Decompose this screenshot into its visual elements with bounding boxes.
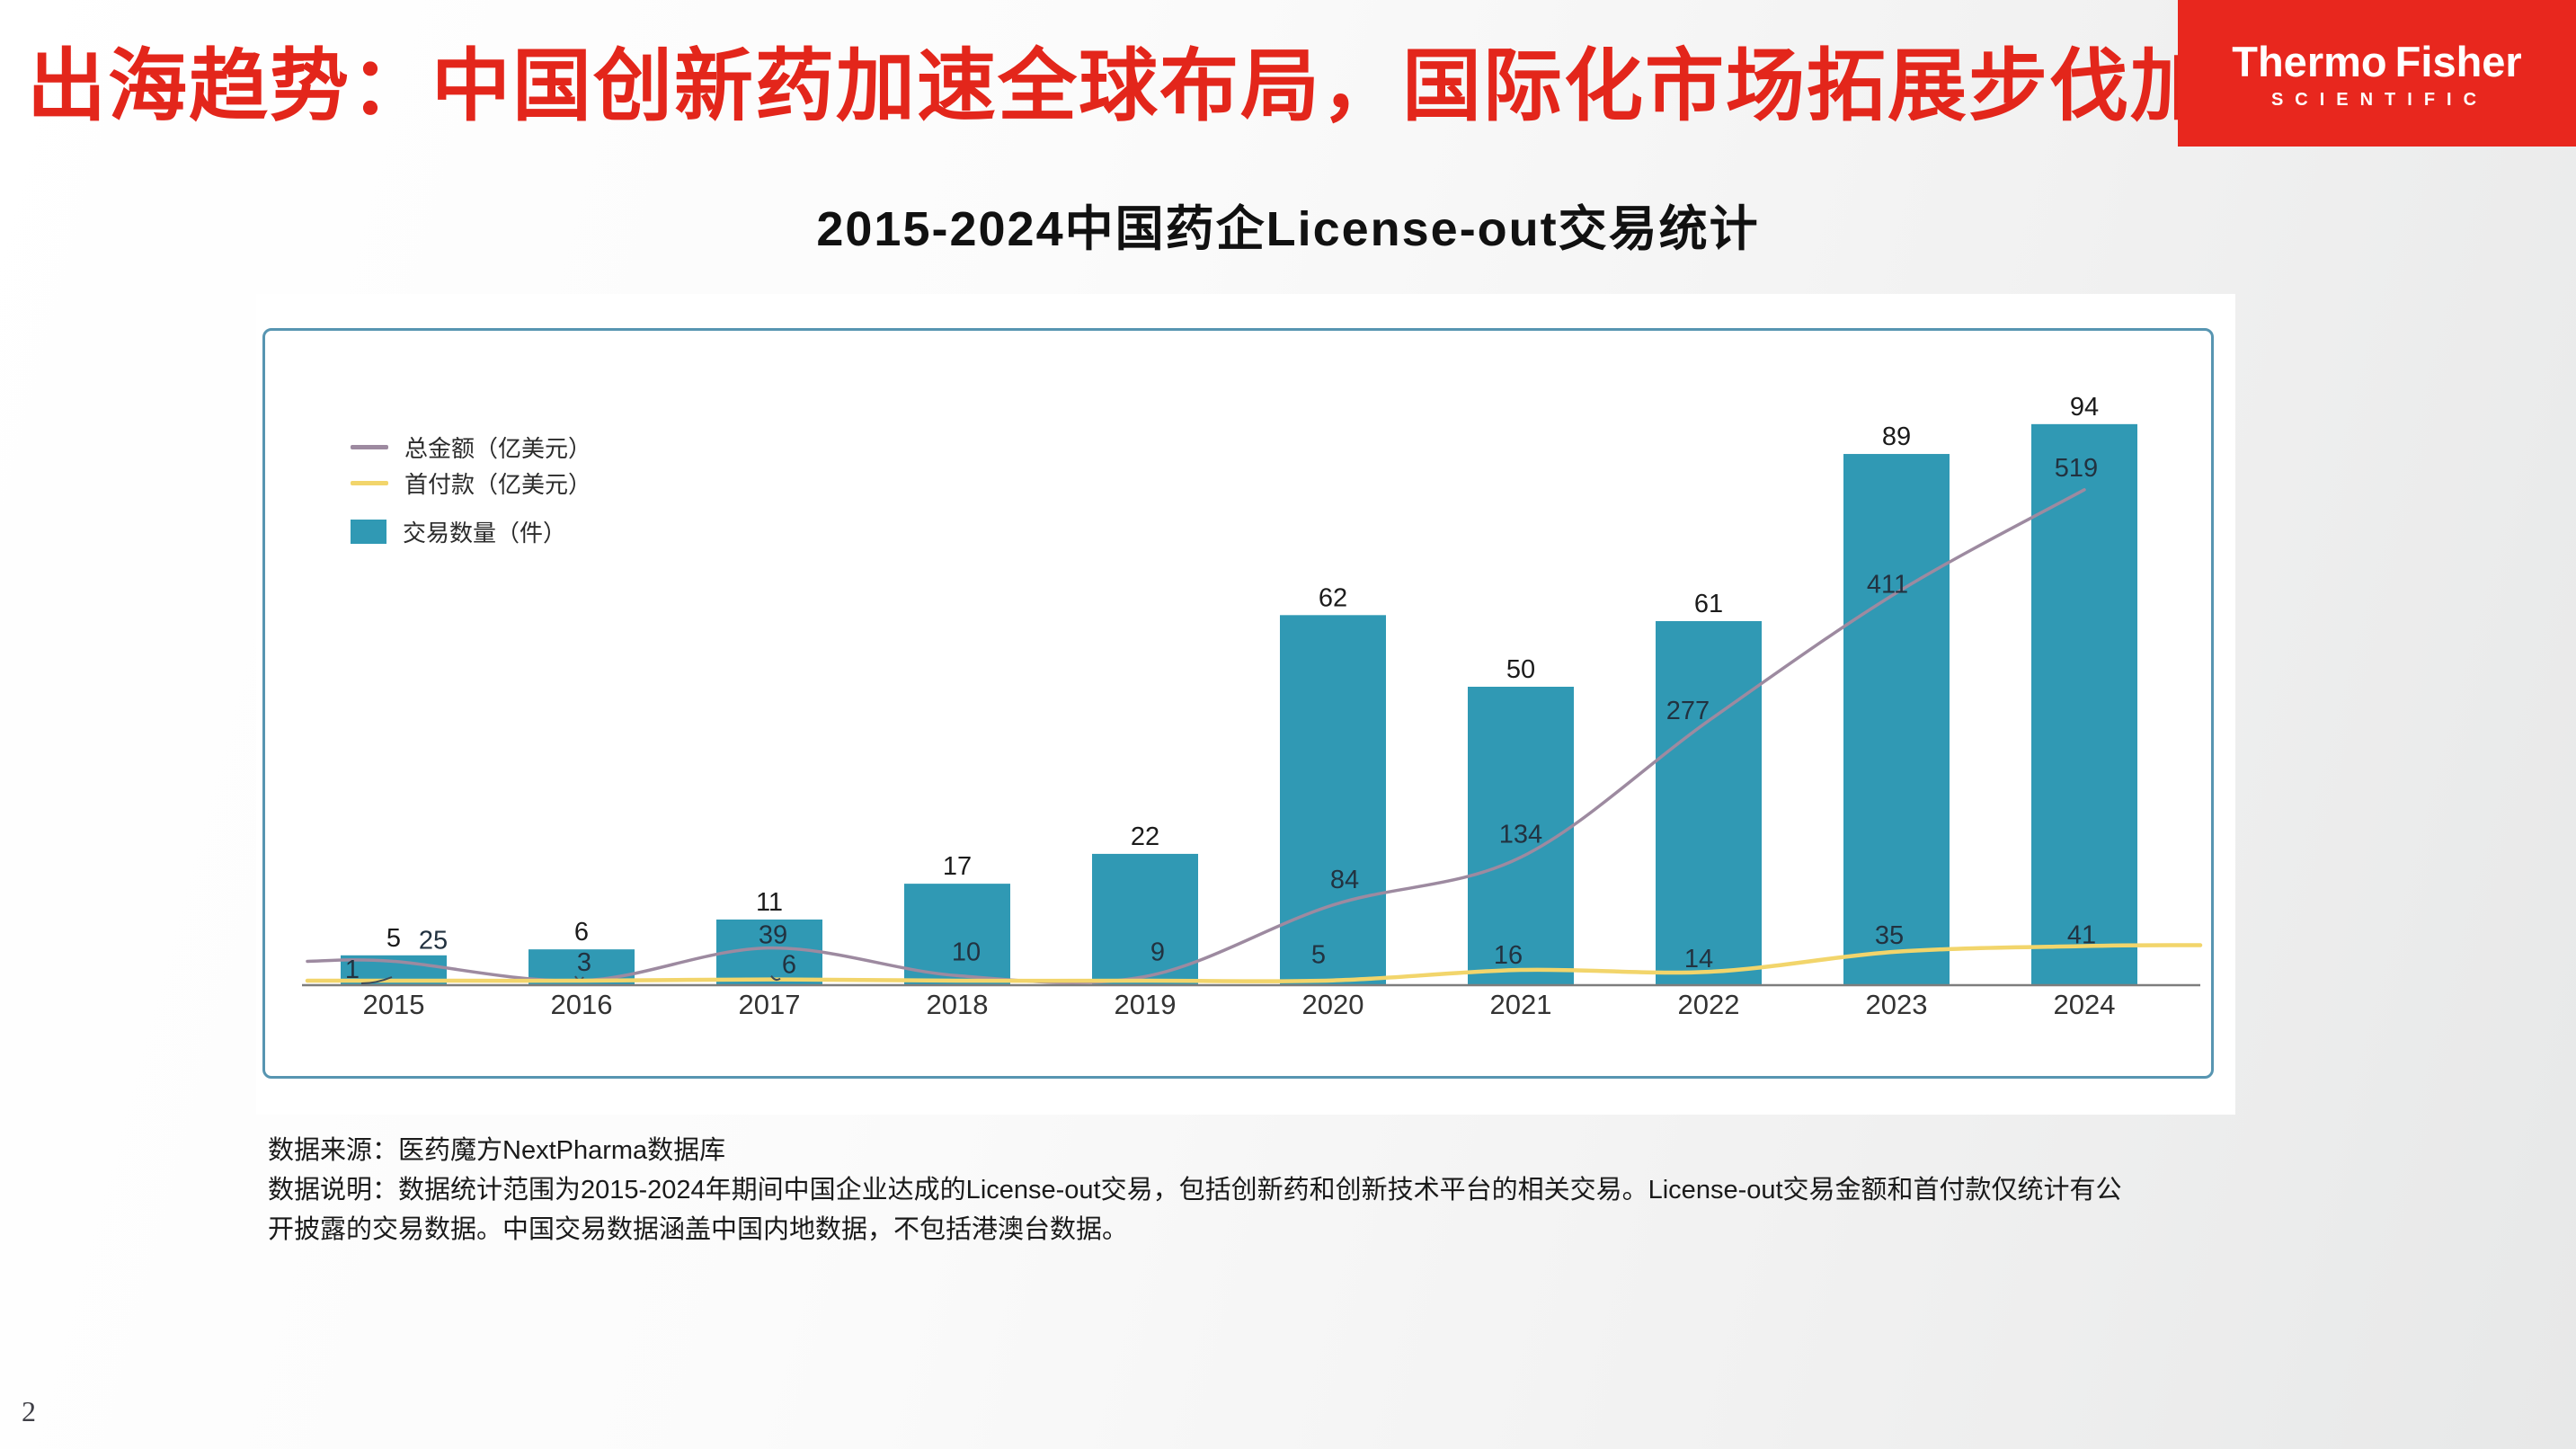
- chart-legend: 总金额（亿美元） 首付款（亿美元） 交易数量（件）: [351, 429, 591, 549]
- year-label: 2019: [1115, 989, 1177, 1020]
- value-label: 35: [1875, 921, 1904, 950]
- footer-text-block: 数据来源：医药魔方NextPharma数据库 数据说明：数据统计范围为2015-…: [268, 1131, 2335, 1249]
- bar-value-label: 50: [1506, 655, 1535, 684]
- value-label: 277: [1666, 697, 1710, 725]
- value-label: 10: [952, 938, 981, 966]
- legend-label-total-amount: 总金额（亿美元）: [404, 434, 592, 462]
- year-label: 2016: [551, 989, 613, 1020]
- value-label: 9: [1150, 938, 1165, 966]
- label-leader: [770, 975, 781, 982]
- value-label: 519: [2055, 454, 2098, 483]
- legend-label-deal-count: 交易数量（件）: [403, 519, 567, 547]
- bar-value-label: 6: [574, 918, 589, 947]
- bar-value-label: 89: [1882, 422, 1911, 451]
- logo-brand-text: Thermo Fisher: [2232, 37, 2522, 85]
- year-label: 2024: [2054, 989, 2116, 1020]
- year-label: 2022: [1678, 989, 1740, 1020]
- value-label: 41: [2067, 920, 2096, 949]
- bar-2019: [1092, 853, 1198, 985]
- bar-2018: [904, 884, 1010, 985]
- value-label: 6: [782, 951, 796, 980]
- bar-value-label: 61: [1694, 590, 1723, 618]
- label-leader: [360, 976, 393, 984]
- page-number: 2: [22, 1395, 36, 1427]
- logo-sub-text: SCIENTIFIC: [2270, 89, 2489, 110]
- value-label: 25: [419, 926, 448, 955]
- total-amount-line-swatch: [351, 444, 388, 449]
- value-label: 1: [345, 956, 360, 984]
- year-label: 2018: [927, 989, 989, 1020]
- year-label: 2017: [739, 989, 801, 1020]
- bar-2024: [2031, 423, 2137, 986]
- bar-value-label: 22: [1131, 822, 1159, 851]
- bar-2020: [1280, 615, 1386, 985]
- bar-value-label: 11: [756, 888, 783, 917]
- thermo-fisher-logo: Thermo Fisher SCIENTIFIC: [2178, 0, 2576, 147]
- value-label: 5: [1311, 941, 1326, 970]
- legend-item-deal-count: 交易数量（件）: [351, 513, 591, 549]
- legend-label-down-payment: 首付款（亿美元）: [404, 470, 592, 498]
- down-payment-line: [305, 943, 2203, 983]
- data-source-text: 数据来源：医药魔方NextPharma数据库: [268, 1136, 726, 1165]
- bar-value-label: 94: [2070, 393, 2099, 422]
- legend-item-total-amount: 总金额（亿美元）: [351, 429, 591, 465]
- year-label: 2020: [1302, 989, 1364, 1020]
- bar-value-label: 17: [943, 852, 972, 881]
- year-label: 2023: [1866, 989, 1928, 1020]
- value-label: 39: [759, 921, 787, 950]
- value-label: 16: [1494, 941, 1523, 970]
- data-note-line-2: 开披露的交易数据。中国交易数据涵盖中国内地数据，不包括港澳台数据。: [268, 1215, 1129, 1244]
- year-label: 2015: [363, 989, 425, 1020]
- bar-2023: [1843, 454, 1950, 985]
- value-label: 134: [1499, 821, 1542, 849]
- legend-item-down-payment: 首付款（亿美元）: [351, 465, 591, 501]
- deal-count-bar-swatch: [351, 519, 386, 544]
- value-label: 411: [1867, 571, 1908, 600]
- year-label: 2021: [1490, 989, 1552, 1020]
- data-note-line-1: 数据说明：数据统计范围为2015-2024年期间中国企业达成的License-o…: [268, 1176, 2122, 1205]
- value-label: 3: [577, 948, 591, 977]
- page-title: 出海趋势：中国创新药加速全球布局，国际化市场拓展步伐加快: [27, 41, 2293, 130]
- bar-2022: [1656, 620, 1762, 985]
- bar-value-label: 5: [386, 924, 401, 953]
- value-label: 84: [1330, 866, 1359, 894]
- down-payment-line-swatch: [351, 480, 388, 485]
- bar-value-label: 62: [1319, 583, 1347, 612]
- chart-title: 2015-2024中国药企License-out交易统计: [816, 202, 1760, 256]
- value-label: 14: [1684, 945, 1713, 973]
